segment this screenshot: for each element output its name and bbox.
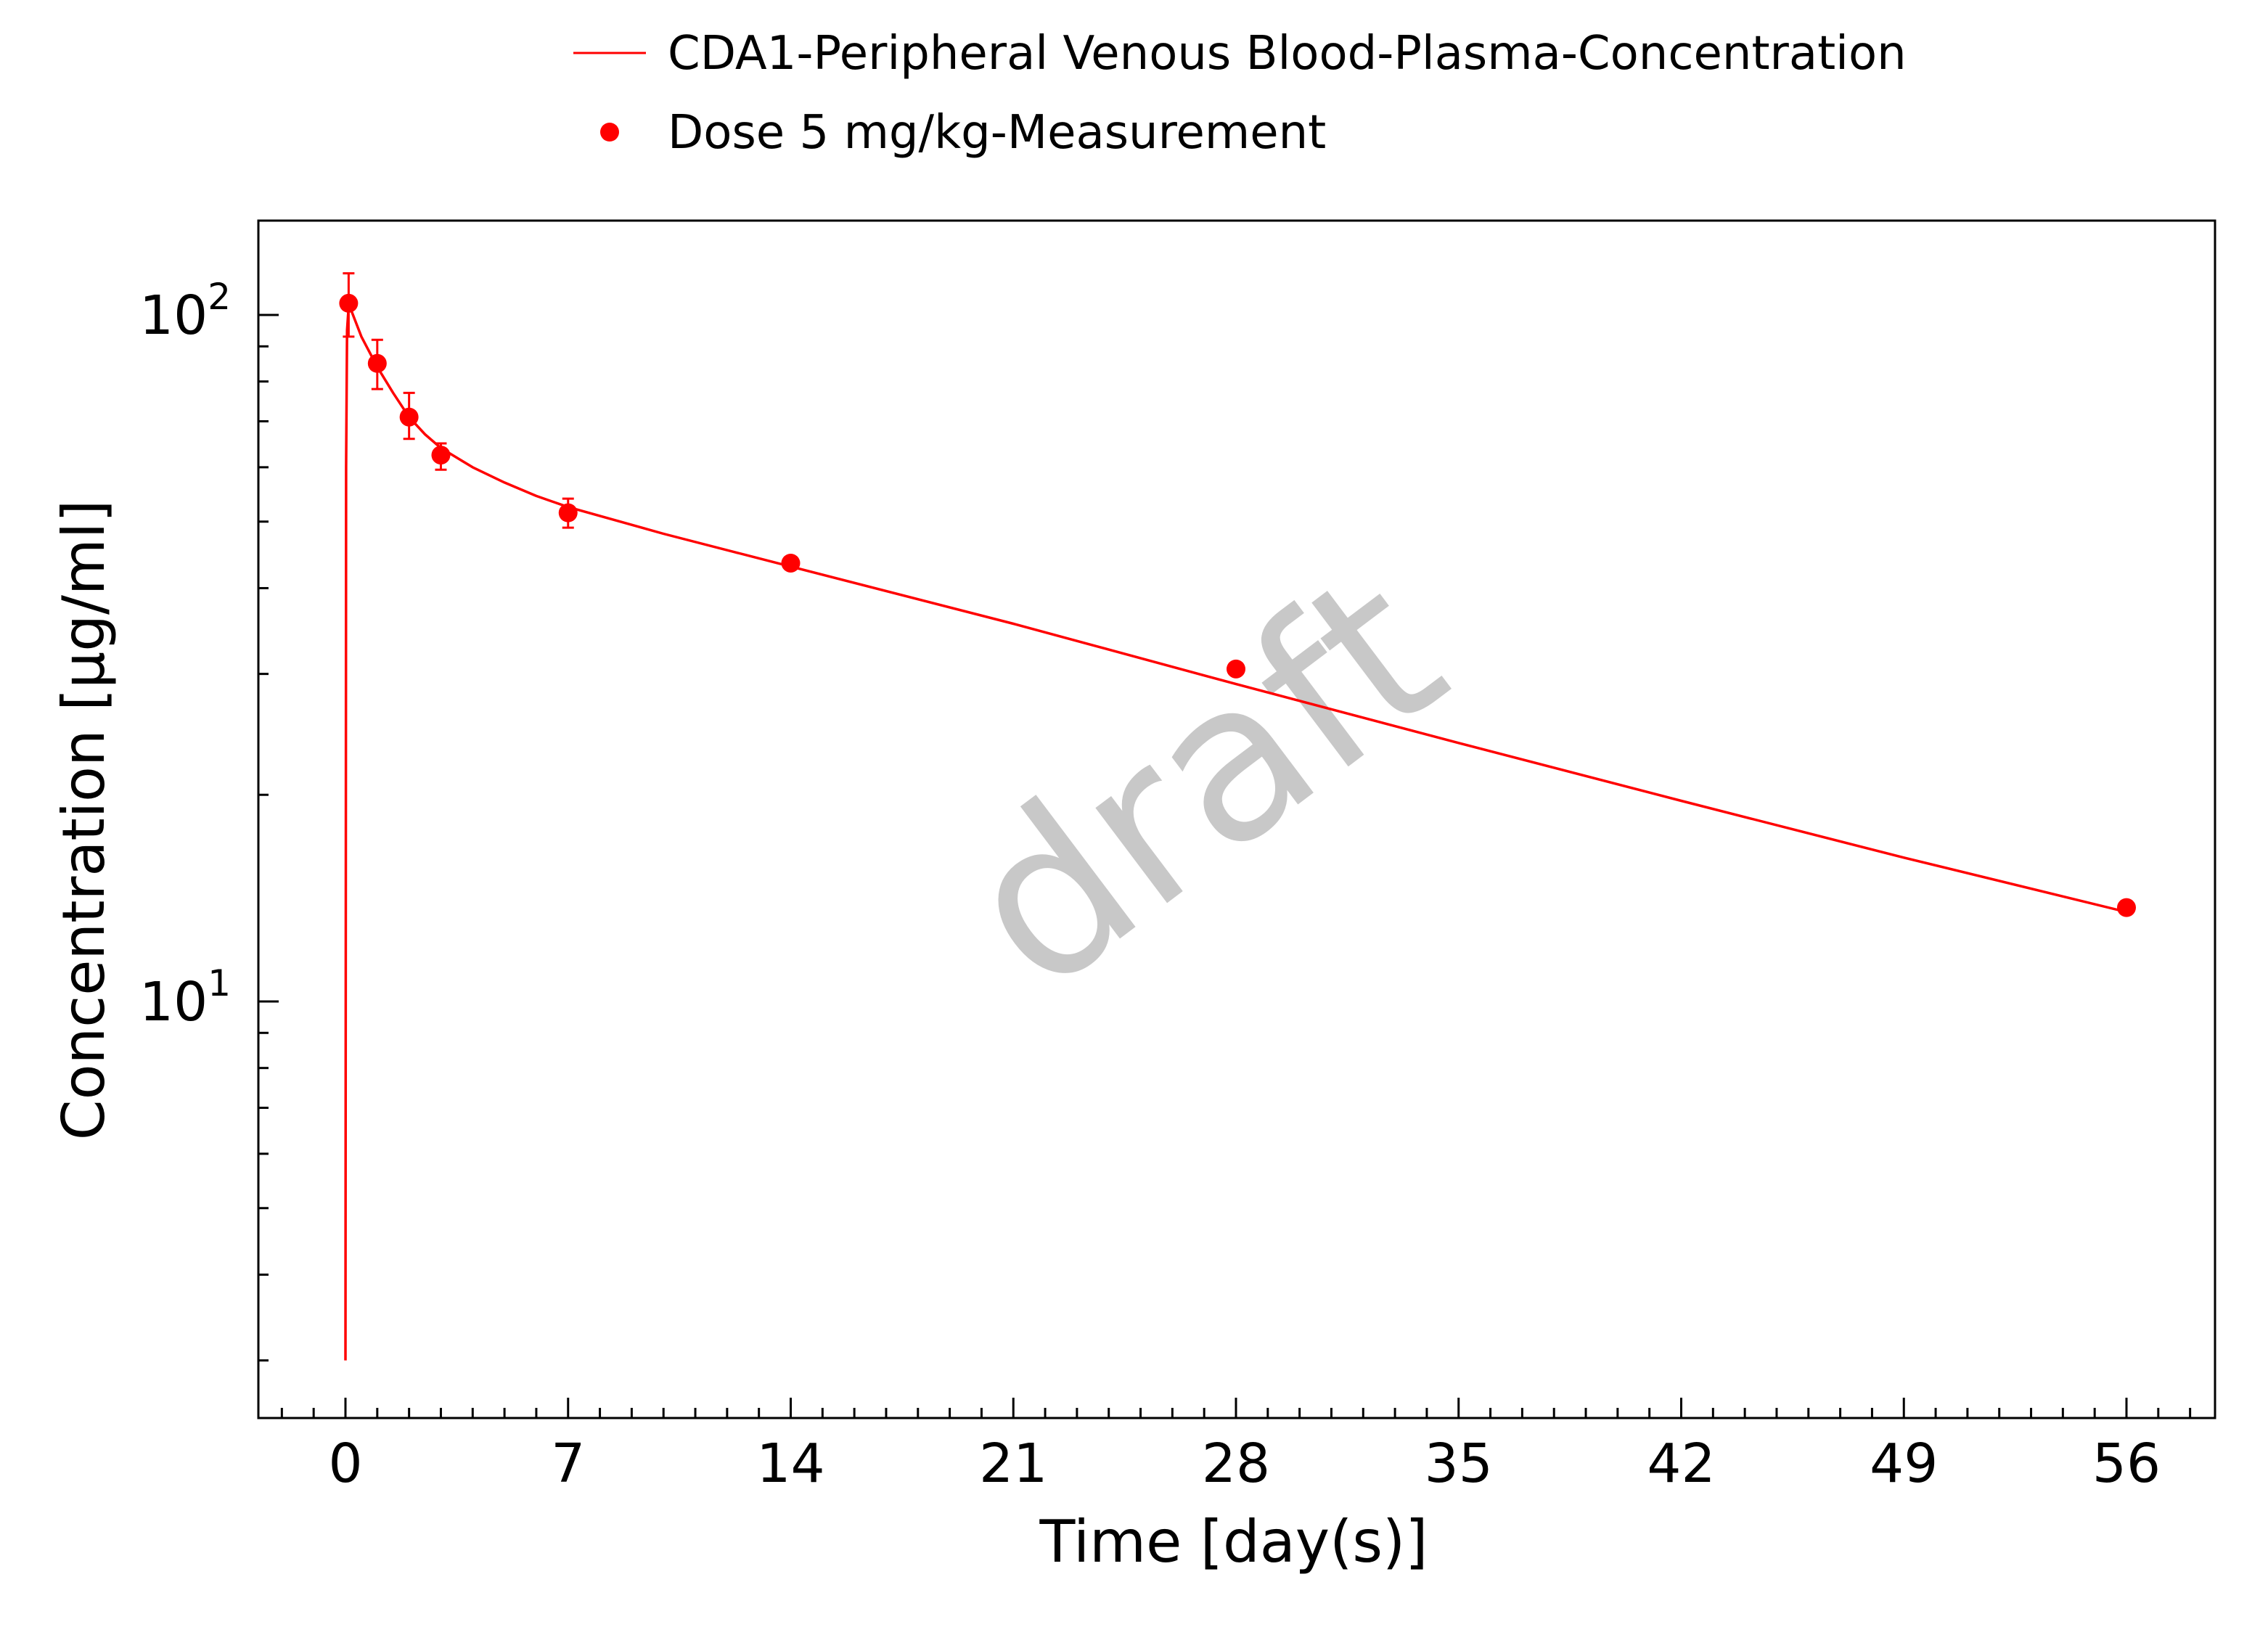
data-point — [367, 353, 387, 373]
x-tick-label: 14 — [756, 1433, 824, 1495]
data-point — [339, 293, 359, 313]
legend-label-measurement: Dose 5 mg/kg-Measurement — [668, 106, 1326, 160]
data-point — [399, 407, 419, 427]
legend: CDA1-Peripheral Venous Blood-Plasma-Conc… — [573, 27, 1907, 160]
data-point — [431, 446, 451, 465]
legend-label-simulation: CDA1-Peripheral Venous Blood-Plasma-Conc… — [668, 27, 1907, 81]
x-tick-label: 7 — [551, 1433, 585, 1495]
y-axis-title: Concentration [µg/ml] — [50, 500, 118, 1141]
x-axis: 0 7 14 21 28 35 42 49 56 — [280, 1398, 2192, 1495]
x-tick-label: 21 — [979, 1433, 1047, 1495]
y-tick-label: 101 — [139, 962, 231, 1033]
x-tick-label: 0 — [328, 1433, 362, 1495]
data-point — [1227, 659, 1245, 679]
x-tick-label: 56 — [2092, 1433, 2161, 1495]
y-tick-label: 102 — [139, 276, 231, 347]
legend-marker-swatch — [600, 123, 619, 142]
series-layer — [339, 272, 2136, 1361]
x-tick-label: 42 — [1647, 1433, 1715, 1495]
x-axis-title: Time [day(s)] — [1039, 1508, 1428, 1575]
watermark: draft — [920, 525, 1487, 1039]
data-point — [781, 553, 801, 573]
y-axis: 101 102 — [139, 276, 279, 1362]
data-point — [558, 503, 578, 523]
x-tick-label: 49 — [1870, 1433, 1938, 1495]
x-tick-label: 35 — [1425, 1433, 1493, 1495]
data-point — [2117, 898, 2136, 917]
x-tick-label: 28 — [1202, 1433, 1270, 1495]
